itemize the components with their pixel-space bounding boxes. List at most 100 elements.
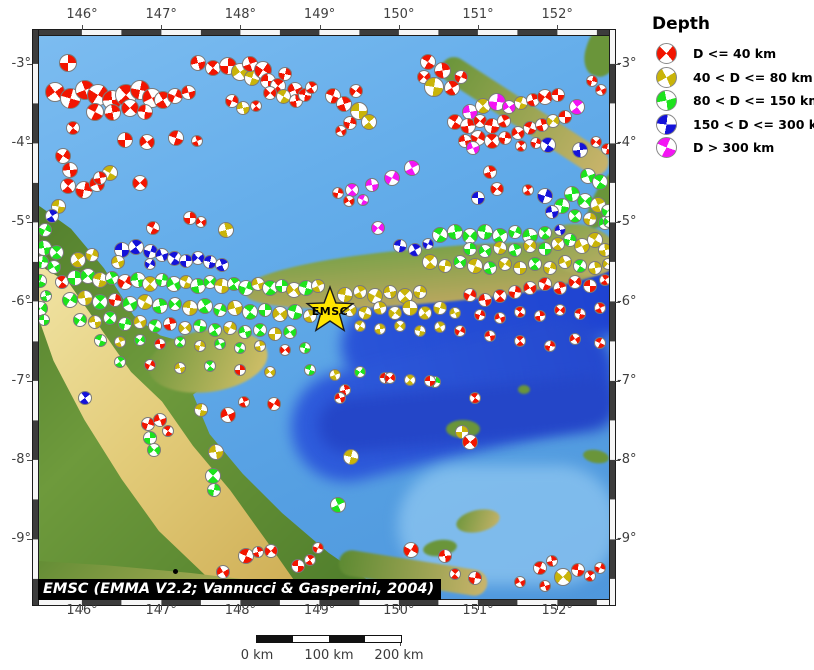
focal-mechanism-symbol — [93, 333, 107, 347]
focal-mechanism-symbol — [60, 178, 76, 194]
axis-tick — [27, 222, 32, 224]
focal-mechanism-symbol — [343, 116, 357, 130]
axis-tick — [82, 605, 83, 610]
legend-item-label: 40 < D <= 80 km — [693, 69, 813, 85]
focal-mechanism-symbol — [471, 191, 485, 205]
focal-mechanism-symbol — [432, 227, 448, 243]
focal-mechanism-symbol — [357, 194, 369, 206]
focal-mechanism-symbol — [163, 317, 177, 331]
focal-mechanism-symbol — [545, 205, 559, 219]
focal-mechanism-symbol — [498, 257, 512, 271]
focal-mechanism-symbol — [424, 375, 436, 387]
focal-mechanism-symbol — [238, 396, 250, 408]
focal-mechanism-symbol — [117, 132, 133, 148]
focal-mechanism-symbol — [418, 306, 432, 320]
focal-mechanism-symbol — [433, 61, 451, 79]
focal-mechanism-symbol — [533, 561, 547, 575]
legend-title: Depth — [652, 14, 711, 34]
axis-tick-label: -3° — [11, 56, 31, 71]
focal-mechanism-symbol — [466, 141, 480, 155]
focal-mechanism-symbol — [85, 248, 99, 262]
focal-mechanism-symbol — [494, 312, 506, 324]
focal-mechanism-symbol — [354, 320, 366, 332]
focal-mechanism-symbol — [449, 307, 461, 319]
focal-mechanism-symbol — [236, 101, 250, 115]
focal-mechanism-symbol — [404, 374, 416, 386]
focal-mechanism-symbol — [583, 212, 597, 226]
focal-mechanism-symbol — [291, 559, 305, 573]
focal-mechanism-symbol — [55, 148, 71, 164]
focal-mechanism-symbol — [62, 162, 78, 178]
focal-mechanism-symbol — [264, 366, 276, 378]
scale-segment — [365, 636, 401, 642]
depth-legend: Depth D <= 40 km 40 < D <= 80 km 80 < D <=… — [648, 14, 814, 160]
axis-tick-label: -5° — [617, 214, 637, 230]
focal-mechanism-symbol — [214, 338, 226, 350]
legend-item: 150 < D <= 300 km — [648, 113, 814, 137]
axis-tick — [82, 25, 83, 30]
focal-mechanism-symbol — [373, 301, 387, 315]
focal-mechanism-symbol — [267, 397, 281, 411]
focal-mechanism-symbol — [587, 232, 603, 248]
legend-beachball-icon — [656, 137, 677, 159]
focal-mechanism-symbol — [250, 100, 262, 112]
focal-mechanism-symbol — [484, 330, 496, 342]
axis-tick — [161, 25, 163, 30]
focal-mechanism-symbol — [463, 242, 477, 256]
focal-mechanism-symbol — [194, 403, 208, 417]
axis-tick — [478, 25, 479, 30]
focal-mechanism-symbol — [584, 570, 596, 582]
focal-mechanism-symbol — [403, 542, 419, 558]
axis-tick-label: 146° — [66, 7, 98, 22]
map-frame-right — [609, 29, 616, 606]
legend-item: D > 300 km — [648, 136, 812, 160]
focal-mechanism-symbol — [108, 293, 122, 307]
focal-mechanism-symbol — [234, 342, 246, 354]
axis-tick — [615, 301, 620, 303]
focal-mechanism-symbol — [38, 314, 50, 326]
focal-mechanism-symbol — [263, 86, 277, 100]
axis-tick — [27, 380, 32, 382]
map-frame-bottom — [32, 599, 616, 606]
focal-mechanism-symbol — [477, 224, 493, 240]
focal-mechanism-symbol — [374, 323, 386, 335]
focal-mechanism-symbol — [304, 554, 316, 566]
focal-mechanism-symbol — [190, 55, 206, 71]
focal-mechanism-symbol — [253, 323, 267, 337]
axis-tick — [615, 222, 620, 224]
legend-beachball-icon — [656, 113, 677, 135]
axis-tick-label: 148° — [224, 7, 257, 22]
focal-mechanism-symbol — [454, 325, 466, 337]
focal-mechanism-symbol — [568, 275, 582, 289]
axis-tick — [27, 301, 32, 303]
focal-mechanism-symbol — [195, 216, 207, 228]
axis-tick-label: -4° — [617, 135, 637, 151]
focal-mechanism-symbol — [554, 224, 566, 236]
focal-mechanism-symbol — [483, 165, 497, 179]
focal-mechanism-symbol — [551, 88, 565, 102]
axis-tick-label: 148° — [224, 603, 257, 618]
attribution-label: EMSC (EMMA V2.2; Vannucci & Gasperini, 2… — [38, 579, 442, 600]
focal-mechanism-symbol — [590, 136, 602, 148]
axis-tick — [615, 539, 620, 541]
focal-mechanism-symbol — [508, 285, 522, 299]
emsc-star-icon — [305, 284, 355, 333]
focal-mechanism-symbol — [88, 315, 102, 329]
focal-mechanism-symbol — [598, 243, 610, 257]
focal-mechanism-symbol — [354, 366, 366, 378]
focal-mechanism-symbol — [602, 258, 610, 270]
axis-tick — [27, 64, 32, 65]
focal-mechanism-symbol — [208, 444, 224, 460]
axis-tick-label: -8° — [617, 451, 637, 467]
focal-mechanism-symbol — [45, 209, 59, 223]
focal-mechanism-symbol — [523, 239, 537, 253]
focal-mechanism-symbol — [490, 182, 504, 196]
focal-mechanism-symbol — [422, 238, 434, 250]
focal-mechanism-symbol — [62, 292, 78, 308]
axis-tick-label: 151° — [462, 603, 494, 618]
focal-mechanism-symbol — [573, 259, 587, 273]
axis-tick — [319, 25, 321, 30]
focal-mechanism-symbol — [334, 392, 346, 404]
axis-tick-label: 147° — [145, 603, 177, 618]
